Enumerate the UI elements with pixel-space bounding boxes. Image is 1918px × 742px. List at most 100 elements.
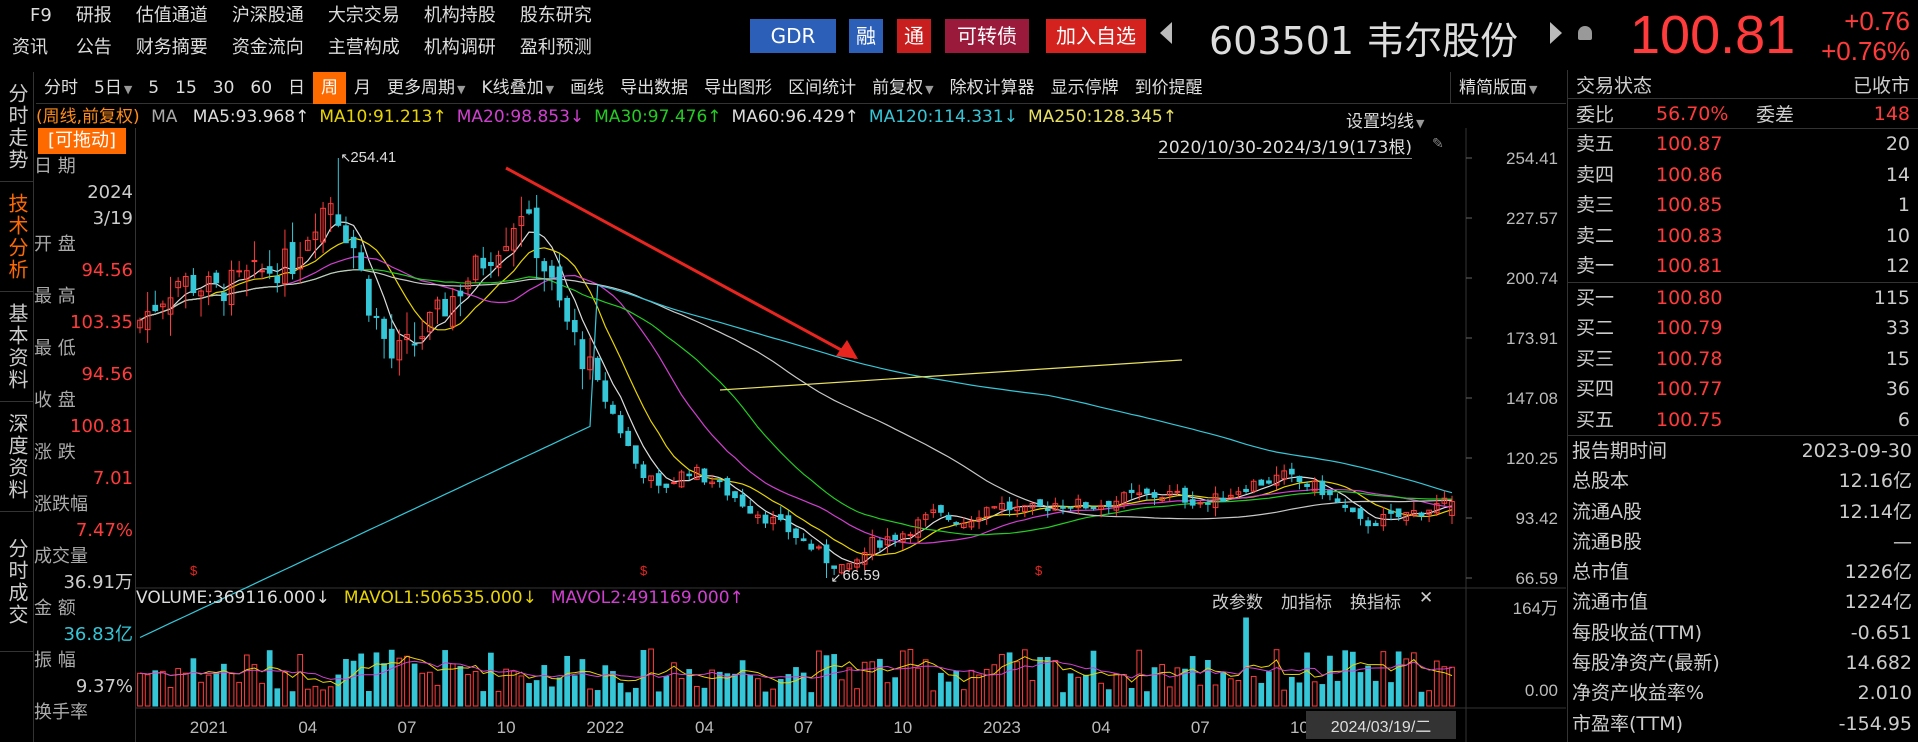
vol-tool-button[interactable]: 加指标 (1281, 593, 1332, 613)
toolbar-item[interactable]: 画线 (562, 72, 612, 104)
volume-bar (1105, 689, 1112, 707)
candle-body (1182, 487, 1188, 503)
x-tick-label: 10 (893, 718, 912, 737)
volume-bar (770, 688, 776, 707)
ma-settings-button[interactable]: 设置均线 ▼ (1346, 112, 1425, 132)
candle-body (1380, 514, 1387, 527)
toolbar-item-label: 区间统计 (788, 77, 857, 98)
nav-item[interactable]: 公告 (75, 37, 112, 58)
fin-value: 1226亿 (1844, 561, 1912, 584)
candle-body (350, 236, 357, 249)
chart-toolbar: 分时 5日 ▼ 5 15 30 60 日周月更多周期 ▼ K线叠加 ▼ 画线 导出数据 导出图形 区间统计前… (36, 71, 1566, 104)
nav-item[interactable]: 资金流向 (231, 37, 304, 58)
volume-bar (1098, 682, 1104, 707)
margin-badge[interactable]: 融 (849, 19, 883, 53)
fin-value: 1224亿 (1844, 591, 1912, 614)
prev-stock-icon[interactable] (1160, 22, 1172, 44)
add-watchlist-button[interactable]: 加入自选 (1046, 19, 1146, 53)
candle-body (274, 275, 281, 284)
nav-item[interactable]: 大宗交易 (327, 5, 400, 26)
amplitude-label: 振 幅 (34, 650, 76, 671)
pin-icon[interactable]: ✎ (1432, 136, 1444, 152)
nav-item[interactable]: 机构调研 (423, 37, 496, 58)
candle-body (1128, 489, 1135, 494)
left-tab[interactable]: 基本资料 (0, 292, 34, 402)
kline-chart[interactable]: 254.41 66.59 ↖ ↙ $ $ $ 254.41 227.57 200.74 173.9… (136, 128, 1566, 742)
toolbar-item[interactable]: 除权计算器 (942, 72, 1043, 104)
candle-body (549, 265, 555, 278)
close-label: 收 盘 (34, 390, 76, 411)
nav-item[interactable]: 盈利预测 (519, 37, 592, 58)
y-tick-label: 254.41 (1506, 149, 1558, 168)
book-level: 买一 (1576, 286, 1615, 309)
toolbar-item[interactable]: 显示停牌 (1043, 72, 1127, 104)
toolbar-item[interactable]: 到价提醒 (1127, 72, 1211, 104)
toolbar-item[interactable]: 前复权 ▼ (864, 72, 941, 104)
volume-bar (312, 685, 319, 707)
volume-bar (831, 654, 837, 707)
bell-icon[interactable] (1578, 26, 1592, 40)
candle-body (762, 514, 769, 524)
nav-item[interactable]: 资讯 (12, 37, 48, 58)
next-stock-icon[interactable] (1550, 22, 1562, 44)
candle-body (793, 528, 799, 539)
left-tab[interactable]: 分时走势 (0, 72, 34, 182)
toolbar-item[interactable]: 区间统计 (780, 72, 864, 104)
candle-body (259, 270, 265, 273)
nav-item[interactable]: F9 (30, 5, 52, 26)
diff-value: 148 (1873, 102, 1910, 125)
toolbar-item[interactable]: 更多周期 ▼ (379, 72, 473, 104)
toolbar-item-label: 30 (212, 77, 235, 98)
min-price-label: 66.59 (843, 567, 881, 584)
volume-bar (953, 670, 960, 707)
toolbar-item[interactable]: 30 (205, 72, 243, 104)
volume-bar (1212, 684, 1219, 707)
nav-item[interactable]: 机构持股 (423, 5, 496, 26)
panel-mode-button[interactable]: 精简版面 ▼ (1450, 72, 1545, 104)
fin-row: 报告期时间 2023-09-30 (1568, 436, 1918, 466)
volume-bar (755, 678, 761, 707)
toolbar-item[interactable]: 周 (313, 71, 347, 104)
toolbar-item[interactable]: K线叠加 ▼ (474, 72, 563, 104)
toolbar-item[interactable]: 月 (346, 72, 379, 104)
nav-item[interactable]: 财务摘要 (135, 37, 208, 58)
draggable-label[interactable]: [可拖动] (38, 128, 126, 154)
book-level: 卖五 (1576, 133, 1615, 155)
toolbar-item[interactable]: 导出数据 (612, 72, 696, 104)
toolbar-item-label: 月 (354, 77, 372, 98)
toolbar-item[interactable]: 5日 ▼ (86, 72, 140, 104)
volume-bar (175, 668, 181, 707)
toolbar-item[interactable]: 5 (140, 72, 167, 104)
candle-body (594, 357, 601, 381)
gdr-button[interactable]: GDR (750, 19, 836, 53)
volume-bar (1319, 684, 1326, 707)
ma-line (139, 255, 1453, 544)
nav-item[interactable]: 研报 (75, 5, 112, 26)
book-price: 100.83 (1656, 224, 1723, 247)
candle-body (182, 276, 189, 287)
fin-value: -0.651 (1850, 621, 1912, 644)
candle-body (343, 225, 349, 244)
book-level: 卖三 (1576, 194, 1615, 216)
left-tab[interactable]: 分时成交 (0, 512, 34, 652)
toolbar-item[interactable]: 60 (242, 72, 280, 104)
left-tab[interactable]: 技术分析 (0, 182, 34, 292)
convertible-button[interactable]: 可转债 (945, 19, 1029, 53)
nav-item[interactable]: 沪深股通 (231, 5, 304, 26)
toolbar-item[interactable]: 日 (280, 72, 313, 104)
nav-item[interactable]: 主营构成 (327, 37, 400, 58)
connect-badge[interactable]: 通 (897, 19, 931, 53)
left-tab[interactable]: 深度资料 (0, 402, 34, 512)
toolbar-item[interactable]: 15 (167, 72, 205, 104)
nav-item[interactable]: 估值通道 (135, 5, 208, 26)
toolbar-item[interactable]: 导出图形 (696, 72, 780, 104)
volume-bar (488, 652, 494, 707)
volume-bar (877, 658, 883, 707)
nav-item[interactable]: 股东研究 (519, 5, 592, 26)
close-icon[interactable]: ✕ (1419, 588, 1434, 608)
candle-body (1441, 497, 1448, 504)
vol-tool-button[interactable]: 换指标 (1350, 593, 1401, 613)
vol-tool-button[interactable]: 改参数 (1212, 593, 1263, 613)
volume-bar (846, 667, 853, 707)
toolbar-item[interactable]: 分时 (36, 72, 86, 104)
